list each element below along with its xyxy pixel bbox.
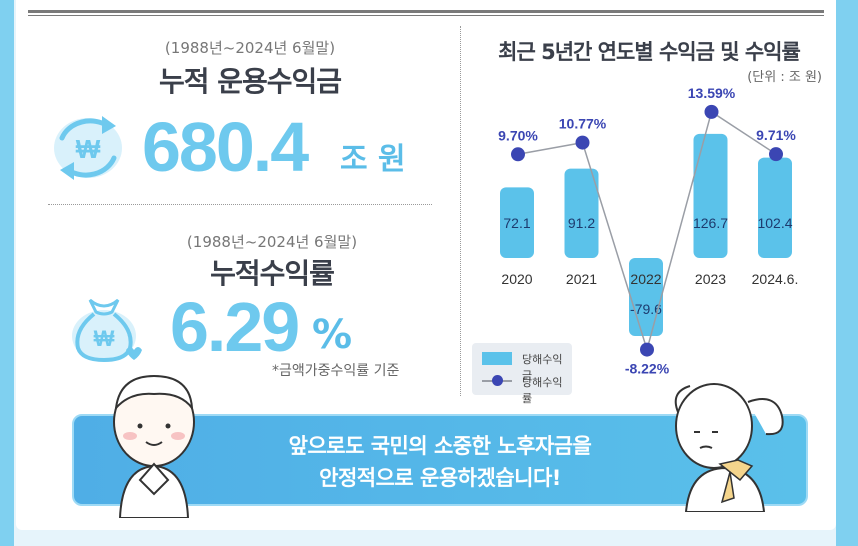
banner-line-1: 앞으로도 국민의 소중한 노후자금을 — [288, 434, 592, 458]
return-value-label: -8.22% — [625, 361, 670, 377]
bar-value-label: 126.7 — [693, 215, 728, 231]
return-period: (1988년~2024년 6월말) — [186, 233, 358, 251]
legend-swatch-bar — [482, 352, 512, 365]
top-divider — [28, 10, 824, 13]
chart-title: 최근 5년간 연도별 수익금 및 수익률 — [498, 40, 801, 64]
bar-value-label: 72.1 — [503, 215, 530, 231]
income-value: 680.4 — [142, 108, 309, 186]
person-thinking-icon — [656, 372, 788, 513]
return-value-label: 9.71% — [756, 127, 796, 143]
return-point-2021 — [575, 135, 590, 150]
bar-value-label: 102.4 — [757, 215, 792, 231]
x-tick-label: 2020 — [501, 271, 532, 287]
horizontal-divider — [48, 204, 432, 205]
chart-unit-note: (단위 : 조 원) — [747, 70, 822, 85]
background-strip-left — [0, 0, 14, 546]
bar-2021 — [564, 168, 599, 258]
chart-legend: 당해수익금 당해수익률 — [472, 343, 572, 405]
person-bowing-icon — [100, 368, 208, 519]
banner-line-2: 안정적으로 운용하겠습니다! — [319, 466, 561, 490]
bar-value-label: 91.2 — [568, 215, 595, 231]
background-strip-right — [836, 0, 858, 546]
return-value-label: 9.70% — [498, 127, 538, 143]
banner-text: 앞으로도 국민의 소중한 노후자금을 안정적으로 운용하겠습니다! — [74, 430, 806, 494]
return-value: 6.29 — [170, 288, 300, 366]
bar-2024.6. — [758, 157, 792, 258]
return-value-label: 10.77% — [559, 116, 607, 132]
svg-text:₩: ₩ — [76, 134, 101, 164]
bar-2020 — [500, 187, 534, 258]
return-point-2024.6. — [769, 147, 783, 162]
income-label: 누적 운용수익금 — [158, 65, 342, 98]
x-tick-label: 2023 — [695, 271, 726, 287]
top-divider-thin — [28, 15, 824, 16]
return-point-2020 — [511, 147, 525, 162]
x-tick-label: 2021 — [566, 271, 597, 287]
vertical-divider — [460, 26, 461, 396]
legend-swatch-dot — [492, 375, 503, 386]
return-label: 누적수익률 — [210, 257, 335, 290]
legend-label-return: 당해수익률 — [522, 376, 563, 405]
won-cycle-icon: ₩ — [42, 108, 134, 182]
bar-2023 — [693, 133, 728, 258]
x-tick-label: 2022 — [630, 271, 661, 287]
income-period: (1988년~2024년 6월말) — [164, 39, 336, 57]
x-tick-label: 2024.6. — [752, 271, 799, 287]
svg-text:₩: ₩ — [94, 326, 115, 351]
return-point-2022 — [640, 342, 654, 357]
return-unit: % — [312, 312, 353, 358]
return-point-2023 — [704, 104, 719, 119]
income-unit: 조 원 — [340, 142, 406, 177]
legend-label-income: 당해수익금 — [522, 353, 563, 382]
bar-2022 — [629, 258, 663, 337]
money-bag-icon: ₩ — [66, 282, 144, 366]
return-value-label: 13.59% — [688, 85, 736, 101]
return-footnote: *금액가중수익률 기준 — [272, 363, 400, 379]
bar-value-label: -79.6 — [630, 301, 662, 317]
